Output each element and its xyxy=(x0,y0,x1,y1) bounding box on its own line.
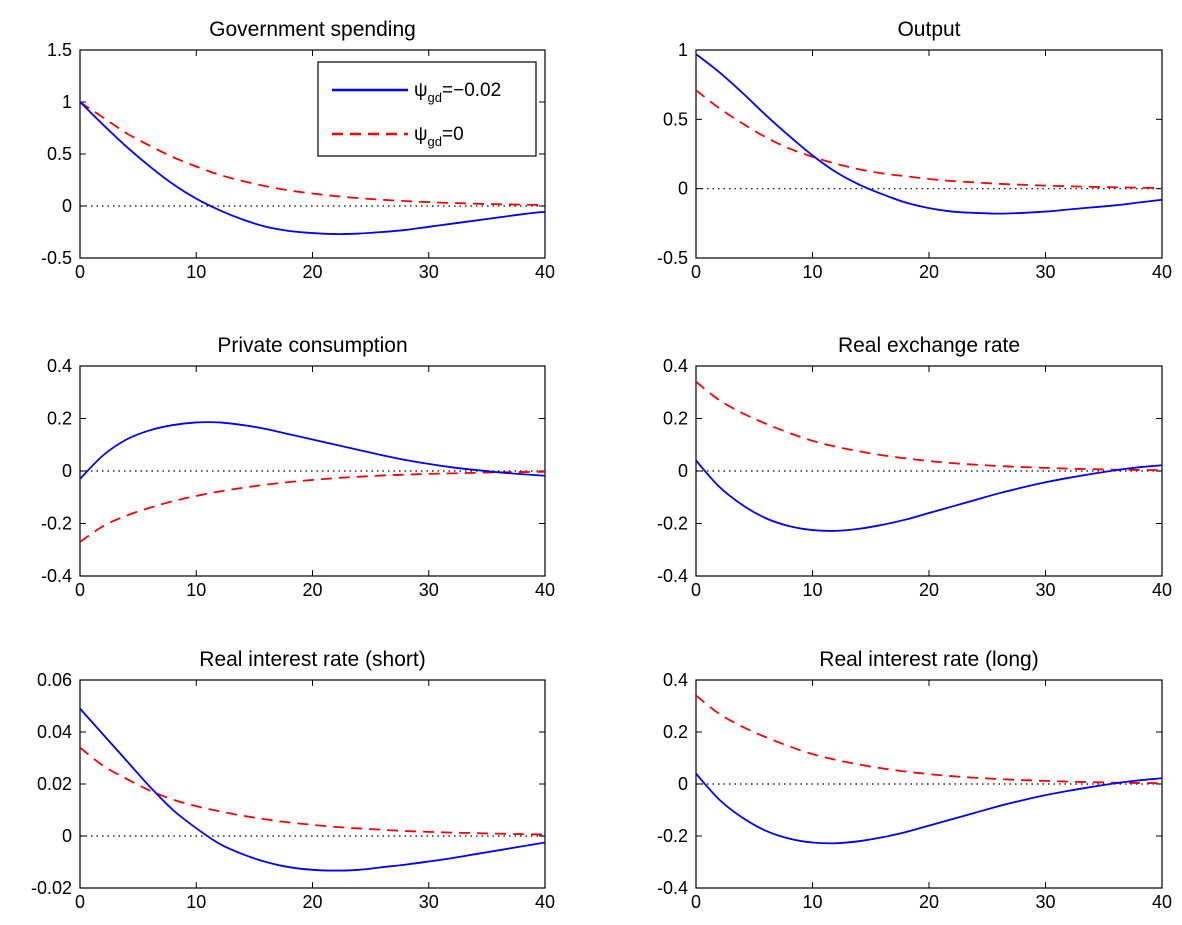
x-tick-label: 20 xyxy=(302,892,322,912)
x-tick-label: 0 xyxy=(691,262,701,282)
y-tick-label: 0.2 xyxy=(663,722,688,742)
y-tick-label: -0.4 xyxy=(41,566,72,586)
panel-title: Government spending xyxy=(209,18,416,41)
y-tick-label: 1 xyxy=(62,92,72,112)
x-tick-label: 40 xyxy=(1152,262,1172,282)
panel-title: Output xyxy=(897,18,960,41)
y-tick-label: 0.5 xyxy=(47,144,72,164)
x-tick-label: 40 xyxy=(535,580,555,600)
panel-3: Private consumption 0 10 20 30 40 -0.4 -0.2 0 0.2… xyxy=(41,334,555,600)
y-tick-label: -0.02 xyxy=(31,878,72,898)
x-tick-label: 0 xyxy=(691,892,701,912)
panel-title: Private consumption xyxy=(217,334,407,357)
x-tick-label: 10 xyxy=(802,580,822,600)
x-tick-label: 20 xyxy=(919,580,939,600)
series-line-solid xyxy=(695,53,1163,215)
y-tick-label: 0 xyxy=(678,774,688,794)
y-tick-label: 0.2 xyxy=(47,409,72,429)
y-tick-label: 0 xyxy=(62,196,72,216)
series-line-dashed xyxy=(79,470,546,543)
series-line-dashed xyxy=(695,381,1163,472)
y-tick-label: -0.2 xyxy=(657,514,688,534)
series-line-dashed xyxy=(79,746,546,836)
y-tick-label: 0.02 xyxy=(37,774,72,794)
x-tick-label: 30 xyxy=(419,262,439,282)
panel-4: Real exchange rate 0 10 20 30 40 -0.4 -0.2 0 0.2 0… xyxy=(657,334,1172,600)
panel-title: Real interest rate (short) xyxy=(199,648,425,671)
series-line-solid xyxy=(695,459,1163,532)
x-tick-label: 10 xyxy=(802,262,822,282)
plot-frame xyxy=(79,679,546,889)
y-tick-label: 0.4 xyxy=(663,356,688,376)
plot-frame xyxy=(695,49,1163,259)
x-tick-label: 30 xyxy=(1035,892,1055,912)
series-line-solid xyxy=(79,421,546,480)
y-tick-label: 0 xyxy=(62,461,72,481)
x-tick-label: 0 xyxy=(75,262,85,282)
x-tick-label: 30 xyxy=(1035,262,1055,282)
y-tick-label: -0.5 xyxy=(41,248,72,268)
x-tick-label: 30 xyxy=(419,892,439,912)
x-tick-label: 10 xyxy=(802,892,822,912)
x-tick-label: 20 xyxy=(302,262,322,282)
legend-box xyxy=(317,61,537,157)
legend-entry: ψgd=0 xyxy=(414,124,464,149)
y-tick-label: 1 xyxy=(678,40,688,60)
x-tick-label: 40 xyxy=(535,892,555,912)
y-tick-label: -0.4 xyxy=(657,566,688,586)
x-tick-label: 20 xyxy=(302,580,322,600)
y-tick-label: -0.2 xyxy=(41,514,72,534)
series-line-dashed xyxy=(79,101,546,206)
x-tick-label: 10 xyxy=(186,262,206,282)
y-tick-label: 0 xyxy=(62,826,72,846)
legend-entry: ψgd=−0.02 xyxy=(414,80,501,105)
y-tick-label: 1.5 xyxy=(47,40,72,60)
panel-5: Real interest rate (short) 0 10 20 30 40 -0.02… xyxy=(31,648,555,912)
x-tick-label: 0 xyxy=(691,580,701,600)
y-tick-label: -0.5 xyxy=(657,248,688,268)
series-line-solid xyxy=(79,707,546,872)
y-tick-label: 0.2 xyxy=(663,409,688,429)
y-tick-label: 0.4 xyxy=(663,670,688,690)
x-tick-label: 30 xyxy=(1035,580,1055,600)
y-tick-label: 0.4 xyxy=(47,356,72,376)
y-tick-label: -0.2 xyxy=(657,826,688,846)
x-tick-label: 30 xyxy=(419,580,439,600)
y-tick-label: 0.5 xyxy=(663,109,688,129)
x-tick-label: 40 xyxy=(1152,580,1172,600)
x-tick-label: 10 xyxy=(186,892,206,912)
x-tick-label: 20 xyxy=(919,262,939,282)
panel-title: Real exchange rate xyxy=(838,334,1020,357)
panel-title: Real interest rate (long) xyxy=(819,648,1038,671)
x-tick-label: 40 xyxy=(535,262,555,282)
x-tick-label: 0 xyxy=(75,580,85,600)
y-tick-label: -0.4 xyxy=(657,878,688,898)
y-tick-label: 0.04 xyxy=(37,722,72,742)
y-tick-label: 0 xyxy=(678,461,688,481)
y-tick-label: 0 xyxy=(678,179,688,199)
x-tick-label: 10 xyxy=(186,580,206,600)
y-tick-label: 0.06 xyxy=(37,670,72,690)
series-line-solid xyxy=(79,101,546,235)
x-tick-label: 20 xyxy=(919,892,939,912)
series-line-dashed xyxy=(695,89,1163,189)
legend: ψgd=−0.02 ψgd=0 xyxy=(317,61,537,157)
x-tick-label: 40 xyxy=(1152,892,1172,912)
x-tick-label: 0 xyxy=(75,892,85,912)
panel-6: Real interest rate (long) 0 10 20 30 40 -0.4 -0… xyxy=(657,648,1172,912)
series-line-dashed xyxy=(695,694,1163,785)
series-line-solid xyxy=(695,772,1163,845)
